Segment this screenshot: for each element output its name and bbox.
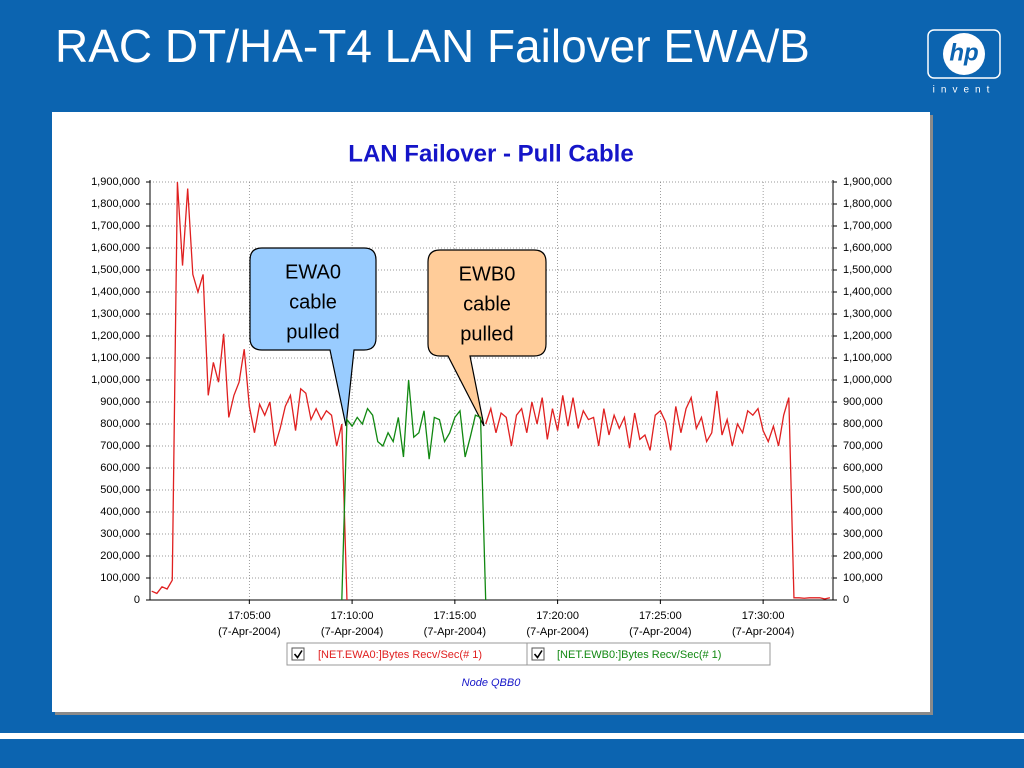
- x-tick-label: 17:30:00: [742, 610, 785, 622]
- annotation-text: pulled: [286, 321, 339, 343]
- y-tick-label: 300,000: [100, 528, 140, 540]
- series-line: [151, 181, 831, 601]
- check-mark: [293, 650, 303, 659]
- y-tick-label: 1,000,000: [91, 374, 140, 386]
- hp-logo: hp invent: [927, 29, 1001, 96]
- y2-tick-label: 0: [843, 594, 849, 606]
- y2-tick-label: 800,000: [843, 418, 883, 430]
- x-tick-label: (7-Apr-2004): [321, 626, 383, 638]
- x-tick-label: 17:15:00: [433, 610, 476, 622]
- y2-tick-label: 100,000: [843, 572, 883, 584]
- x-tick-label: (7-Apr-2004): [218, 626, 280, 638]
- y-tick-label: 0: [134, 594, 140, 606]
- y-tick-label: 500,000: [100, 484, 140, 496]
- y-tick-label: 200,000: [100, 550, 140, 562]
- y-tick-label: 400,000: [100, 506, 140, 518]
- y2-tick-label: 1,400,000: [843, 286, 892, 298]
- x-tick-label: 17:10:00: [331, 610, 374, 622]
- annotation-text: cable: [463, 293, 511, 315]
- y-tick-label: 1,500,000: [91, 264, 140, 276]
- y2-tick-label: 300,000: [843, 528, 883, 540]
- legend-label: [NET.EWB0:]Bytes Recv/Sec(# 1): [557, 649, 721, 661]
- y-tick-label: 100,000: [100, 572, 140, 584]
- check-mark: [533, 650, 543, 659]
- x-tick-label: 17:25:00: [639, 610, 682, 622]
- y2-tick-label: 700,000: [843, 440, 883, 452]
- logo-frame: [927, 29, 1001, 79]
- x-tick-label: (7-Apr-2004): [732, 626, 794, 638]
- y2-tick-label: 1,300,000: [843, 308, 892, 320]
- logo-text: hp: [949, 39, 978, 66]
- logo-circle: [943, 33, 985, 75]
- x-tick-label: 17:05:00: [228, 610, 271, 622]
- callout-box: [249, 247, 377, 427]
- y2-tick-label: 900,000: [843, 396, 883, 408]
- slide-title: RAC DT/HA-T4 LAN Failover EWA/B: [55, 20, 810, 72]
- y2-tick-label: 500,000: [843, 484, 883, 496]
- callout-ewa0: EWA0 cable pulled: [249, 247, 377, 427]
- y-tick-label: 1,800,000: [91, 198, 140, 210]
- legend: [286, 642, 771, 666]
- y2-tick-label: 1,100,000: [843, 352, 892, 364]
- chart-footer: Node QBB0: [462, 677, 522, 689]
- y-tick-label: 1,400,000: [91, 286, 140, 298]
- y2-tick-label: 1,500,000: [843, 264, 892, 276]
- logo-tagline: invent: [933, 85, 996, 96]
- footer-stripe: [0, 733, 1024, 739]
- y2-tick-label: 1,600,000: [843, 242, 892, 254]
- y-tick-label: 1,100,000: [91, 352, 140, 364]
- annotation-text: EWA0: [285, 261, 341, 283]
- chart-title: LAN Failover - Pull Cable: [348, 140, 633, 167]
- legend-box: [286, 642, 771, 666]
- y-tick-label: 900,000: [100, 396, 140, 408]
- x-tick-label: (7-Apr-2004): [526, 626, 588, 638]
- y2-tick-label: 200,000: [843, 550, 883, 562]
- y-tick-label: 600,000: [100, 462, 140, 474]
- y-tick-label: 1,900,000: [91, 176, 140, 188]
- y-tick-label: 1,300,000: [91, 308, 140, 320]
- y-tick-label: 1,200,000: [91, 330, 140, 342]
- y2-tick-label: 1,700,000: [843, 220, 892, 232]
- y2-tick-label: 400,000: [843, 506, 883, 518]
- y2-tick-label: 600,000: [843, 462, 883, 474]
- y2-tick-label: 1,800,000: [843, 198, 892, 210]
- y2-tick-label: 1,200,000: [843, 330, 892, 342]
- x-tick-label: 17:20:00: [536, 610, 579, 622]
- x-tick-label: (7-Apr-2004): [424, 626, 486, 638]
- series-line: [341, 379, 487, 601]
- x-tick-label: (7-Apr-2004): [629, 626, 691, 638]
- legend-label: [NET.EWA0:]Bytes Recv/Sec(# 1): [318, 649, 482, 661]
- y-tick-label: 1,700,000: [91, 220, 140, 232]
- annotation-text: EWB0: [459, 263, 516, 285]
- annotation-text: cable: [289, 291, 337, 313]
- y-tick-label: 700,000: [100, 440, 140, 452]
- y2-tick-label: 1,900,000: [843, 176, 892, 188]
- callout-ewb0: EWB0 cable pulled: [427, 249, 547, 427]
- y-tick-label: 1,600,000: [91, 242, 140, 254]
- annotation-text: pulled: [460, 323, 513, 345]
- callout-box: [427, 249, 547, 427]
- y-tick-label: 800,000: [100, 418, 140, 430]
- y2-tick-label: 1,000,000: [843, 374, 892, 386]
